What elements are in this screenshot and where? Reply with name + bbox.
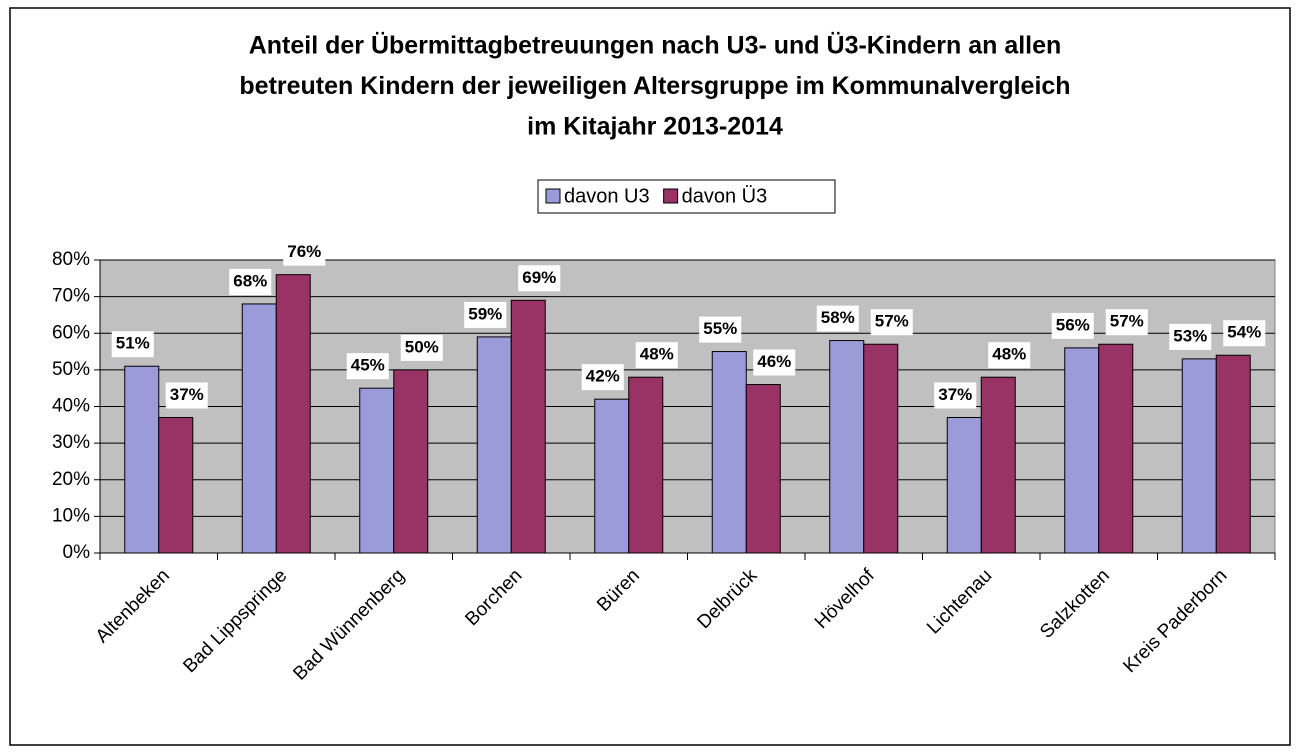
bar bbox=[1098, 343, 1134, 554]
bar bbox=[863, 343, 899, 554]
bar bbox=[745, 384, 781, 554]
legend-label: davon Ü3 bbox=[682, 185, 768, 207]
data-label-bg bbox=[1223, 320, 1266, 347]
bar bbox=[510, 299, 546, 554]
data-label-bg bbox=[753, 349, 796, 376]
data-label-bg bbox=[988, 342, 1031, 369]
bar bbox=[711, 351, 747, 554]
data-label: 76% bbox=[287, 242, 321, 261]
y-tick-label: 20% bbox=[52, 469, 90, 490]
data-label-bg bbox=[1169, 323, 1212, 350]
data-label-bg bbox=[346, 353, 389, 380]
y-tick-label: 0% bbox=[63, 542, 91, 563]
data-label-bg bbox=[464, 301, 507, 328]
chart-title: Anteil der Übermittagbetreuungen nach U3… bbox=[249, 31, 1062, 60]
data-label: 48% bbox=[992, 345, 1026, 364]
y-tick-label: 40% bbox=[52, 396, 90, 417]
bar bbox=[1181, 358, 1217, 554]
y-tick-label: 50% bbox=[52, 359, 90, 380]
data-label: 58% bbox=[821, 308, 855, 327]
bar bbox=[946, 416, 982, 554]
data-label-bg bbox=[400, 334, 443, 361]
data-label: 45% bbox=[351, 356, 385, 375]
legend-swatch bbox=[545, 188, 561, 204]
data-label-bg bbox=[518, 265, 561, 292]
data-label-bg bbox=[165, 382, 208, 409]
data-label: 37% bbox=[938, 385, 972, 404]
bar bbox=[275, 274, 311, 554]
data-label-bg bbox=[635, 342, 678, 369]
data-label-bg bbox=[581, 364, 624, 391]
data-label-bg bbox=[229, 268, 272, 295]
y-tick-label: 10% bbox=[52, 505, 90, 526]
data-label: 55% bbox=[703, 319, 737, 338]
y-tick-label: 30% bbox=[52, 432, 90, 453]
bar bbox=[393, 369, 429, 554]
y-tick-label: 60% bbox=[52, 322, 90, 343]
data-label: 56% bbox=[1056, 315, 1090, 334]
data-label: 68% bbox=[233, 271, 267, 290]
data-label-bg bbox=[816, 305, 859, 332]
bar bbox=[829, 340, 865, 554]
bar bbox=[980, 376, 1016, 554]
data-label: 37% bbox=[170, 385, 204, 404]
chart-title: betreuten Kindern der jeweiligen Altersg… bbox=[239, 72, 1070, 100]
chart-title: im Kitajahr 2013-2014 bbox=[527, 113, 783, 141]
y-tick-label: 70% bbox=[52, 286, 90, 307]
data-label-bg bbox=[934, 382, 977, 409]
bar bbox=[158, 416, 194, 554]
data-label: 59% bbox=[468, 304, 502, 323]
data-label-bg bbox=[111, 331, 154, 358]
bar bbox=[241, 303, 277, 554]
data-label: 48% bbox=[640, 345, 674, 364]
data-label-bg bbox=[870, 309, 913, 336]
legend-frame bbox=[537, 179, 836, 214]
bar bbox=[359, 387, 395, 554]
data-label: 57% bbox=[1110, 312, 1144, 331]
data-label-bg bbox=[1051, 312, 1094, 339]
data-label: 69% bbox=[522, 268, 556, 287]
data-label-bg bbox=[283, 239, 326, 266]
data-label: 50% bbox=[405, 337, 439, 356]
legend-swatch bbox=[663, 188, 679, 204]
bar bbox=[594, 398, 630, 554]
bar bbox=[1215, 354, 1251, 554]
bar bbox=[1064, 347, 1100, 554]
data-label: 57% bbox=[875, 312, 909, 331]
data-label: 54% bbox=[1227, 323, 1261, 342]
data-label-bg bbox=[699, 316, 742, 343]
legend-label: davon U3 bbox=[564, 185, 650, 207]
bar bbox=[476, 336, 512, 554]
data-label-bg bbox=[1105, 309, 1148, 336]
data-label: 51% bbox=[116, 334, 150, 353]
data-label: 42% bbox=[586, 367, 620, 386]
data-label: 46% bbox=[757, 352, 791, 371]
data-label: 53% bbox=[1173, 326, 1207, 345]
bar bbox=[124, 365, 160, 554]
legend: davon U3 davon Ü3 bbox=[537, 179, 836, 214]
y-tick-label: 80% bbox=[52, 249, 90, 270]
bar bbox=[628, 376, 664, 554]
